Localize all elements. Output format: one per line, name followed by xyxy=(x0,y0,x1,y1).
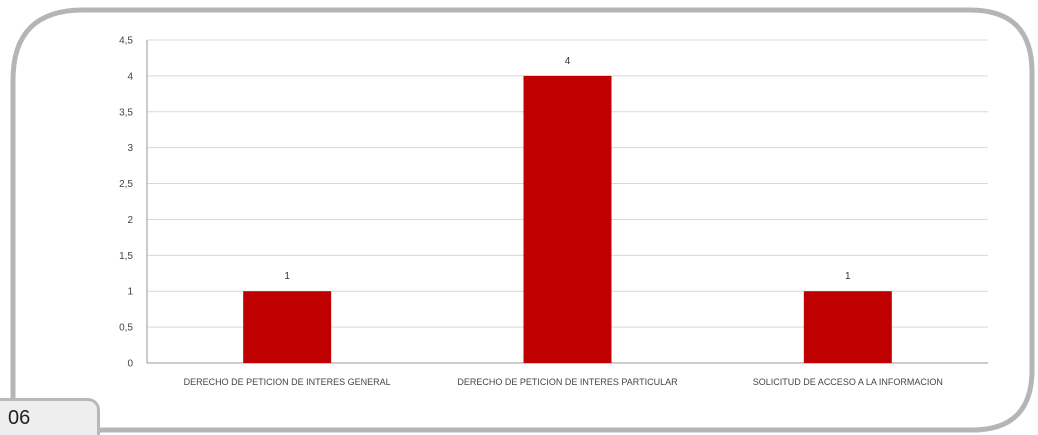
bars xyxy=(243,75,892,363)
bar-value-label: 1 xyxy=(284,271,290,282)
x-category-label: SOLICITUD DE ACCESO A LA INFORMACION xyxy=(753,377,943,387)
bar xyxy=(803,291,892,363)
x-category-label: DERECHO DE PETICION DE INTERES GENERAL xyxy=(184,377,391,387)
page-number: 06 xyxy=(8,407,31,429)
y-tick-label: 4 xyxy=(127,71,133,82)
y-axis-ticks: 0 0,5 1 1,5 2 2,5 3 3,5 4 4,5 xyxy=(119,36,133,370)
bar xyxy=(243,291,332,363)
frame-border xyxy=(10,7,1035,433)
y-tick-label: 0 xyxy=(127,359,133,370)
y-tick-label: 1,5 xyxy=(119,251,133,262)
y-tick-label: 1 xyxy=(127,287,133,298)
y-tick-label: 2 xyxy=(127,215,133,226)
x-axis-categories: DERECHO DE PETICION DE INTERES GENERAL DE… xyxy=(184,377,943,387)
bar-value-label: 1 xyxy=(845,271,851,282)
y-tick-label: 0,5 xyxy=(119,323,133,334)
y-tick-label: 3 xyxy=(127,143,133,154)
bar xyxy=(523,75,612,363)
y-tick-label: 2,5 xyxy=(119,179,133,190)
data-labels: 1 4 1 xyxy=(284,56,851,282)
y-tick-label: 3,5 xyxy=(119,107,133,118)
page-number-tab: 06 xyxy=(0,398,100,435)
bar-value-label: 4 xyxy=(565,56,571,67)
x-category-label: DERECHO DE PETICION DE INTERES PARTICULA… xyxy=(457,377,678,387)
y-tick-label: 4,5 xyxy=(119,36,133,47)
